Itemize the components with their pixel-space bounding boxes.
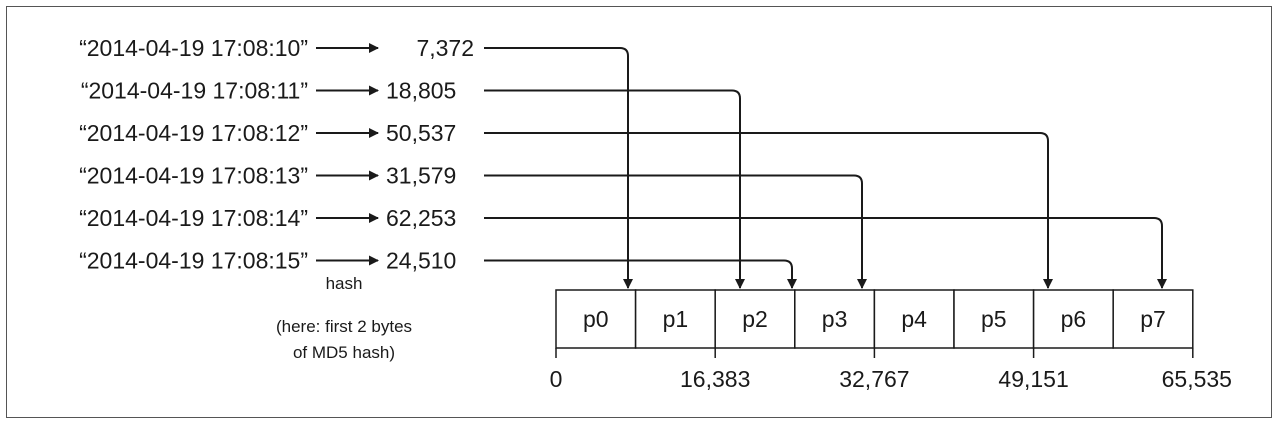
- partition-label-p1: p1: [663, 306, 689, 332]
- partition-connector: [484, 89, 745, 289]
- hash-value: 62,253: [386, 205, 456, 231]
- diagram-frame: [6, 6, 1272, 418]
- axis-tick-label: 16,383: [680, 366, 750, 392]
- partition-cell: [634, 289, 716, 349]
- partition-label-p0: p0: [583, 306, 609, 332]
- axis-tick-label: 32,767: [839, 366, 909, 392]
- hash-label: hash: [326, 274, 363, 293]
- partition-label-p7: p7: [1140, 306, 1166, 332]
- partition-connector: [484, 47, 633, 289]
- hash-value: 24,510: [386, 248, 456, 274]
- partition-cell: [555, 289, 637, 349]
- partition-bar: p0 p1 p2 p3 p4 p5 p6 p7: [555, 289, 1194, 349]
- partition-label-p2: p2: [742, 306, 768, 332]
- row-timestamp: “2014-04-19 17:08:15”: [79, 248, 308, 274]
- partition-label-p3: p3: [822, 306, 848, 332]
- partition-connector: [484, 259, 797, 289]
- axis-tick-label: 0: [550, 366, 563, 392]
- row-timestamp: “2014-04-19 17:08:14”: [79, 205, 308, 231]
- row-timestamp: “2014-04-19 17:08:10”: [79, 35, 308, 61]
- partition-label-p5: p5: [981, 306, 1007, 332]
- hash-value: 50,537: [386, 120, 456, 146]
- hash-value: 31,579: [386, 163, 456, 189]
- partition-cell: [1032, 289, 1114, 349]
- partition-cell: [794, 289, 876, 349]
- partition-cell: [953, 289, 1035, 349]
- row-timestamp: “2014-04-19 17:08:13”: [79, 163, 308, 189]
- partition-connector: [484, 174, 867, 289]
- hash-value: 7,372: [416, 35, 474, 61]
- partition-label-p4: p4: [901, 306, 927, 332]
- partition-label-p6: p6: [1061, 306, 1087, 332]
- hash-note-line-1: (here: first 2 bytes: [276, 317, 412, 336]
- partition-connectors: [484, 47, 1167, 289]
- axis-tick-label: 65,535: [1162, 366, 1232, 392]
- row-timestamp: “2014-04-19 17:08:12”: [79, 120, 308, 146]
- key-rows: “2014-04-19 17:08:10” 7,372 “2014-04-19 17…: [79, 35, 474, 274]
- hash-range-axis: 0 16,383 32,767 49,151 65,535: [550, 348, 1232, 392]
- partition-connector: [484, 217, 1167, 289]
- partition-cell: [1112, 289, 1194, 349]
- axis-tick-label: 49,151: [998, 366, 1068, 392]
- hash-value: 18,805: [386, 78, 456, 104]
- row-timestamp: “2014-04-19 17:08:11”: [81, 78, 308, 104]
- partition-connector: [484, 132, 1053, 289]
- hash-note-line-2: of MD5 hash): [293, 343, 395, 362]
- partition-cell: [873, 289, 955, 349]
